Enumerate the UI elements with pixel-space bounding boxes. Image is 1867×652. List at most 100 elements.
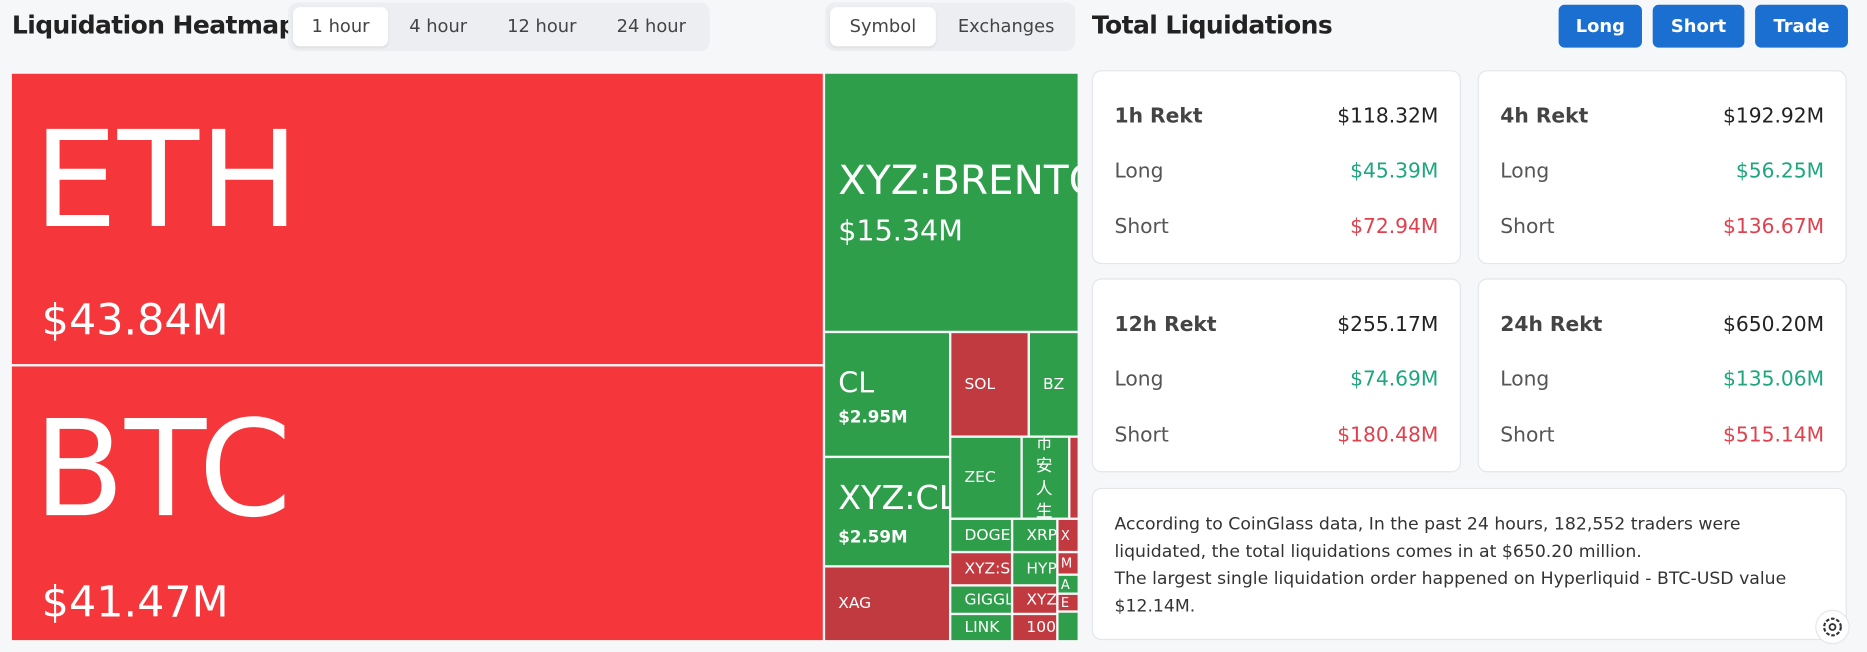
summary-card: 12h Rekt $255.17M Long $74.69M Short $180.48M xyxy=(1091,278,1461,473)
heatmap-tile: XYZ:BRENTO $15.34M xyxy=(825,73,1078,331)
tile-label: A xyxy=(1060,576,1070,592)
tile-label: LINK xyxy=(964,618,1000,637)
tile-label: ETH xyxy=(33,103,300,259)
heatmap-tile: M xyxy=(1058,553,1078,574)
heatmap-tile: X xyxy=(1058,519,1078,551)
card-header: 24h Rekt $650.20M xyxy=(1500,311,1824,340)
tile-value: $41.47M xyxy=(41,578,229,628)
heatmap-tile: HYP xyxy=(1013,553,1057,585)
tile-label: CL xyxy=(838,366,875,400)
card-row: Short $72.94M xyxy=(1114,213,1438,242)
tile-value: $2.95M xyxy=(838,408,908,428)
card-row: Short $180.48M xyxy=(1114,421,1438,450)
tile-label: XYZ:BRENTO xyxy=(838,157,1078,205)
tile-label: 币安人生 xyxy=(1035,437,1053,518)
heatmap-tile: GIGGL xyxy=(951,586,1011,613)
row-label: Short xyxy=(1114,423,1169,448)
tile-label: SOL xyxy=(964,375,996,394)
paragraph: According to CoinGlass data, In the past… xyxy=(1114,515,1741,562)
row-label: Short xyxy=(1114,215,1169,240)
tab[interactable]: 4 hour xyxy=(409,15,468,37)
card-header: 4h Rekt $192.92M xyxy=(1500,102,1824,131)
card-header: 1h Rekt $118.32M xyxy=(1114,102,1438,131)
tile-label: 100 xyxy=(1026,618,1056,637)
row-value: $135.06M xyxy=(1722,367,1825,392)
description: According to CoinGlass data, In the past… xyxy=(1114,512,1817,621)
tile-label: ZEC xyxy=(964,468,996,487)
card-total: $118.32M xyxy=(1337,104,1439,129)
tile-value: $43.84M xyxy=(41,296,229,346)
tile-label: HYP xyxy=(1026,559,1057,578)
card-row: Long $135.06M xyxy=(1500,365,1824,394)
tile-value: $15.34M xyxy=(838,214,963,248)
tile-label: XAG xyxy=(838,594,872,613)
tile-label: XYZ:S xyxy=(964,559,1011,578)
row-label: Long xyxy=(1114,367,1164,392)
description-card: According to CoinGlass data, In the past… xyxy=(1091,487,1847,641)
heatmap-tile: XAG xyxy=(825,567,949,641)
heatmap-tile: DOGE xyxy=(951,519,1011,551)
heatmap-tile: XRP xyxy=(1013,519,1057,551)
tab[interactable]: Symbol xyxy=(829,7,936,47)
heatmap-tile: E xyxy=(1058,594,1078,611)
card-row: Long $74.69M xyxy=(1114,365,1438,394)
time-tabs: 1 hour 4 hour 12 hour 24 hour xyxy=(288,2,710,52)
paragraph: The largest single liquidation order hap… xyxy=(1114,569,1787,617)
card-row: Short $136.67M xyxy=(1500,213,1824,242)
long-button[interactable]: Long xyxy=(1558,4,1642,48)
heatmap-tile: BTC $41.47M xyxy=(11,366,823,641)
short-button[interactable]: Short xyxy=(1652,4,1745,48)
tile-value: $2.59M xyxy=(838,528,908,548)
tab[interactable]: 1 hour xyxy=(292,7,389,47)
tile-label: GIGGL xyxy=(964,590,1011,609)
tile-label: XYZ xyxy=(1026,590,1057,609)
card-total: $650.20M xyxy=(1722,312,1825,337)
tile-label: BZ xyxy=(1043,375,1065,394)
card-title: 24h Rekt xyxy=(1500,312,1603,337)
heatmap-tile: A xyxy=(1058,575,1078,593)
card-header: 12h Rekt $255.17M xyxy=(1114,311,1438,340)
card-title: 1h Rekt xyxy=(1114,104,1203,129)
tile-label: BTC xyxy=(33,392,292,548)
heatmap-tile xyxy=(1058,612,1078,641)
heatmap-tile: ZEC xyxy=(951,437,1021,518)
row-value: $74.69M xyxy=(1350,367,1439,392)
row-label: Long xyxy=(1500,159,1550,184)
settings-icon[interactable] xyxy=(1815,609,1851,645)
tile-label: XYZ:CL xyxy=(838,478,949,518)
tab[interactable]: Exchanges xyxy=(957,15,1055,37)
card-title: 12h Rekt xyxy=(1114,312,1217,337)
summary-card: 1h Rekt $118.32M Long $45.39M Short $72.94M xyxy=(1091,70,1461,265)
tab[interactable]: 24 hour xyxy=(616,15,686,37)
row-value: $136.67M xyxy=(1722,215,1825,240)
heatmap-tile: XYZ:S xyxy=(951,553,1011,585)
trade-button[interactable]: Trade xyxy=(1755,4,1848,48)
summary-title: Total Liquidations xyxy=(1091,10,1333,40)
card-row: Long $56.25M xyxy=(1500,157,1824,186)
row-value: $72.94M xyxy=(1350,215,1439,240)
heatmap-tile: LINK xyxy=(951,615,1011,641)
row-value: $56.25M xyxy=(1735,159,1825,184)
heatmap-tile: BZ xyxy=(1029,333,1078,436)
row-value: $180.48M xyxy=(1337,423,1439,448)
heatmap-tile: 100 xyxy=(1013,615,1057,641)
tile-label: XRP xyxy=(1026,526,1057,545)
row-label: Short xyxy=(1500,423,1555,448)
heatmap-tile: SOL xyxy=(951,333,1028,436)
tab[interactable]: 12 hour xyxy=(507,15,577,37)
heatmap-tile: CL $2.95M xyxy=(825,333,949,456)
heatmap-tile: XYZ xyxy=(1013,586,1057,613)
view-tabs: Symbol Exchanges xyxy=(825,2,1076,52)
row-value: $45.39M xyxy=(1350,159,1439,184)
heatmap-title: Liquidation Heatmap xyxy=(11,10,297,40)
card-total: $255.17M xyxy=(1337,312,1439,337)
tile-label: DOGE xyxy=(964,526,1011,545)
card-total: $192.92M xyxy=(1722,104,1825,129)
tile-label: E xyxy=(1060,594,1070,611)
card-row: Long $45.39M xyxy=(1114,157,1438,186)
card-row: Short $515.14M xyxy=(1500,421,1824,450)
row-label: Short xyxy=(1500,215,1555,240)
heatmap-tile: 币安人生 xyxy=(1022,437,1069,518)
